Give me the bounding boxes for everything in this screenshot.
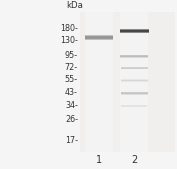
Bar (121, 105, 147, 106)
Bar (121, 105, 147, 106)
Bar (121, 67, 148, 68)
Bar (85, 12, 113, 152)
Bar (120, 31, 149, 32)
Bar (121, 81, 148, 82)
Bar (120, 30, 149, 31)
Bar (121, 68, 148, 69)
Bar (121, 94, 148, 95)
Bar (121, 80, 148, 81)
Bar (85, 38, 113, 40)
Bar (120, 12, 148, 152)
Bar (121, 93, 148, 94)
Bar (121, 80, 148, 81)
Bar (85, 36, 113, 37)
Bar (80, 12, 175, 152)
Bar (121, 92, 148, 93)
Bar (120, 55, 148, 56)
Text: 17-: 17- (65, 136, 78, 145)
Bar (121, 68, 148, 69)
Bar (120, 32, 149, 33)
Bar (121, 106, 147, 107)
Bar (121, 67, 148, 68)
Text: 95-: 95- (65, 51, 78, 60)
Text: 180-: 180- (60, 24, 78, 33)
Text: 55-: 55- (65, 75, 78, 84)
Bar (85, 37, 113, 38)
Text: 43-: 43- (65, 88, 78, 97)
Text: 72-: 72- (65, 63, 78, 72)
Bar (121, 79, 148, 80)
Text: 130-: 130- (60, 37, 78, 45)
Bar (120, 55, 148, 56)
Bar (121, 92, 148, 93)
Bar (120, 57, 148, 58)
Text: 34-: 34- (65, 101, 78, 110)
Text: kDa: kDa (66, 1, 83, 10)
Text: 26-: 26- (65, 115, 78, 124)
Bar (121, 106, 147, 107)
Bar (120, 56, 148, 57)
Bar (120, 29, 149, 30)
Bar (85, 37, 113, 39)
Bar (120, 30, 149, 32)
Bar (85, 35, 113, 37)
Text: 1: 1 (96, 155, 102, 165)
Text: 2: 2 (131, 155, 137, 165)
Bar (121, 93, 148, 94)
Bar (120, 56, 148, 57)
